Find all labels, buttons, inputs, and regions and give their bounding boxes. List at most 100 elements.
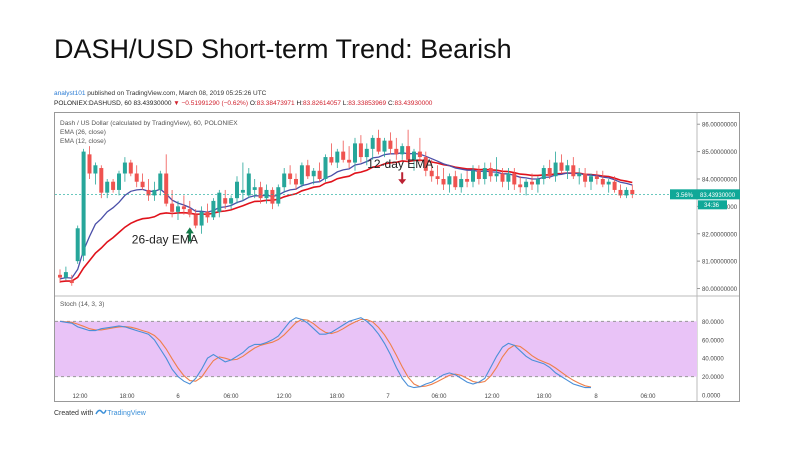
candle xyxy=(447,176,452,185)
candle xyxy=(547,168,552,177)
candle xyxy=(264,189,269,199)
price-change: ▼ −0.51991290 (−0.62%) xyxy=(173,100,249,107)
candle xyxy=(211,200,216,218)
candle xyxy=(122,162,127,174)
price-tick-label: 80.00000000 xyxy=(702,287,738,293)
candle xyxy=(524,181,529,188)
candle xyxy=(376,137,381,152)
author-link[interactable]: analyst101 xyxy=(54,90,86,97)
candle xyxy=(235,181,239,199)
price-tick-label: 84.00000000 xyxy=(702,177,738,183)
candle xyxy=(170,203,175,212)
candle xyxy=(423,157,428,171)
tradingview-brand[interactable]: TradingView xyxy=(107,410,146,417)
price-tick-label: 85.00000000 xyxy=(702,150,738,156)
candle xyxy=(406,146,411,160)
candle xyxy=(128,162,133,174)
candle xyxy=(453,176,458,188)
candle xyxy=(512,173,517,185)
candle xyxy=(541,168,546,179)
candle xyxy=(500,173,505,182)
candle xyxy=(612,181,617,190)
price-badge-value: 83.43930000 xyxy=(700,193,736,199)
candle xyxy=(205,211,210,218)
stoch-label: Stoch (14, 3, 3) xyxy=(60,301,105,308)
candle xyxy=(417,151,422,158)
candle xyxy=(311,170,316,177)
candle xyxy=(87,154,92,174)
candle xyxy=(394,148,399,155)
arrow-down-icon xyxy=(398,179,407,185)
candle xyxy=(435,176,440,179)
candle xyxy=(258,187,263,199)
candle xyxy=(93,165,98,174)
candle xyxy=(181,206,186,210)
candle xyxy=(459,178,464,188)
candle xyxy=(176,206,180,212)
price-tick-label: 86.00000000 xyxy=(702,123,738,129)
stoch-k-line xyxy=(59,317,591,389)
candle xyxy=(341,151,346,160)
annotation-26day-ema: 26-day EMA xyxy=(132,232,198,246)
tradingview-logo-icon xyxy=(95,409,107,415)
time-tick-label: 7 xyxy=(386,394,390,400)
time-tick-label: 18:00 xyxy=(536,394,552,400)
annotation-12day-ema: 12-day EMA xyxy=(367,157,433,171)
time-tick-label: 8 xyxy=(594,394,598,400)
candle xyxy=(335,151,340,163)
legend-title: Dash / US Dollar (calculated by TradingV… xyxy=(60,120,238,127)
candle xyxy=(506,173,511,182)
candle xyxy=(323,157,328,179)
candle xyxy=(347,159,352,163)
time-tick-label: 12:00 xyxy=(72,394,88,400)
stoch-tick-label: 0.0000 xyxy=(702,394,721,400)
candle xyxy=(412,151,416,160)
candle xyxy=(559,162,564,171)
ema12-line xyxy=(59,152,633,280)
candle xyxy=(388,140,393,149)
high-label: H: xyxy=(296,100,303,107)
candle xyxy=(370,137,375,149)
candle xyxy=(488,168,493,177)
candle xyxy=(299,165,304,185)
stoch-tick-label: 40.0000 xyxy=(702,357,724,363)
candle xyxy=(600,178,605,185)
stoch-band xyxy=(55,321,697,377)
candle xyxy=(69,280,74,284)
time-tick-label: 12:00 xyxy=(484,394,500,400)
countdown-badge xyxy=(698,200,727,210)
candle xyxy=(199,211,204,226)
last-price: 83.43930000 xyxy=(133,100,172,107)
candle xyxy=(353,143,357,163)
low-value: 83.33853969 xyxy=(348,100,387,107)
candle xyxy=(288,173,293,179)
legend-ema12: EMA (12, close) xyxy=(60,138,106,145)
open-label: O: xyxy=(249,100,257,107)
high-value: 83.82614057 xyxy=(302,100,341,107)
candle xyxy=(152,189,157,196)
candle xyxy=(99,168,104,193)
candle xyxy=(75,228,80,262)
candle xyxy=(471,170,475,182)
price-tick-label: 81.00000000 xyxy=(702,260,738,266)
candle xyxy=(217,192,222,212)
candle xyxy=(223,198,228,204)
time-tick-label: 06:00 xyxy=(640,394,656,400)
candle xyxy=(429,170,434,177)
candle xyxy=(246,173,251,196)
candle xyxy=(618,189,623,196)
candle xyxy=(583,173,588,182)
low-label: L: xyxy=(342,100,349,107)
slide-title: DASH/USD Short-term Trend: Bearish xyxy=(54,34,512,64)
candle xyxy=(294,178,298,185)
price-tick-label: 82.00000000 xyxy=(702,232,738,238)
candle xyxy=(624,189,629,196)
price-badge xyxy=(670,189,740,200)
open-value: 83.38473971 xyxy=(256,100,295,107)
candle xyxy=(305,165,310,177)
candle xyxy=(193,214,198,226)
candle xyxy=(58,274,62,278)
legend-ema26: EMA (26, close) xyxy=(60,129,106,136)
candle xyxy=(530,181,534,185)
